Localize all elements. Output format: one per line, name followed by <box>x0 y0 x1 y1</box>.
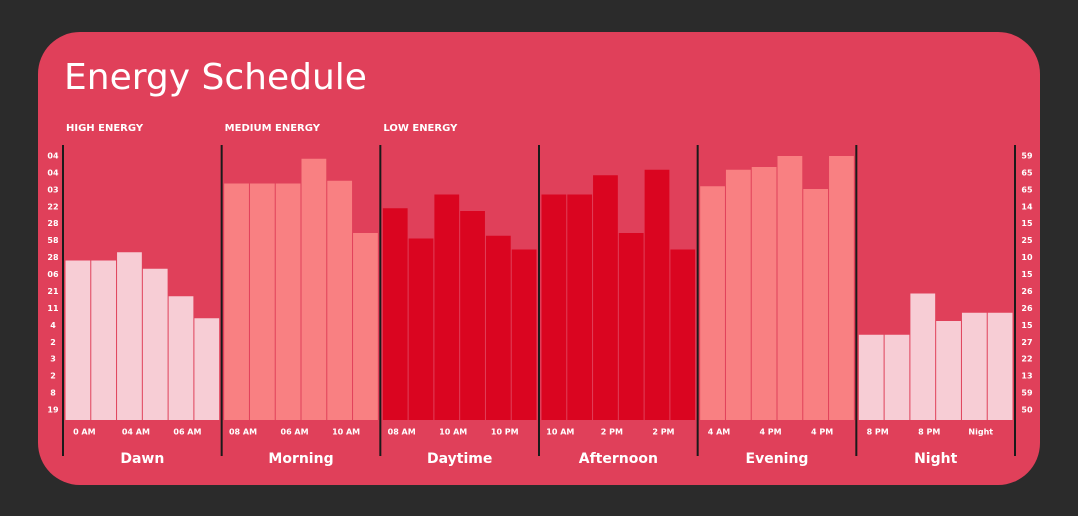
bar <box>777 156 803 420</box>
bar <box>987 312 1013 420</box>
axis-label: 21 <box>47 287 59 296</box>
group-label: Evening <box>746 451 809 467</box>
bar <box>460 211 485 420</box>
axis-label: 50 <box>1021 406 1033 415</box>
bar <box>803 189 829 420</box>
axis-label: 13 <box>1021 372 1032 381</box>
bar <box>700 186 725 420</box>
axis-label: 65 <box>1021 185 1033 194</box>
bar <box>858 334 884 420</box>
group-label: Morning <box>268 451 333 467</box>
axis-label: 2 <box>50 372 56 381</box>
axis-label: 11 <box>47 304 59 313</box>
axis-label: 22 <box>47 202 58 211</box>
axis-label: 14 <box>1021 202 1033 211</box>
bar <box>117 252 142 420</box>
axis-label: 06 <box>47 270 59 279</box>
x-tick-label: 10 AM <box>546 428 574 437</box>
group-label: Daytime <box>427 451 492 467</box>
bar <box>301 158 327 420</box>
axis-label: 15 <box>1021 270 1033 279</box>
x-tick-label: Night <box>968 428 993 437</box>
x-tick-label: 04 AM <box>122 428 150 437</box>
axis-label: 10 <box>1021 253 1033 262</box>
bar <box>168 296 194 420</box>
axis-label: 19 <box>47 406 59 415</box>
x-tick-label: 06 AM <box>281 428 309 437</box>
x-tick-label: 8 PM <box>867 428 889 437</box>
bar <box>353 233 378 420</box>
bar <box>434 194 460 420</box>
bar <box>541 194 567 420</box>
axis-label: 8 <box>50 389 56 398</box>
group-label: Dawn <box>120 451 164 467</box>
x-tick-label: 06 AM <box>173 428 201 437</box>
bar <box>829 156 854 420</box>
axis-label: 25 <box>1021 236 1033 245</box>
bar <box>884 334 910 420</box>
bar <box>961 312 987 420</box>
bar <box>593 175 618 420</box>
axis-label: 26 <box>1021 304 1033 313</box>
axis-label: 59 <box>1021 152 1033 161</box>
x-tick-label: 2 PM <box>601 428 623 437</box>
axis-label: 27 <box>1021 338 1032 347</box>
x-tick-label: 10 AM <box>439 428 467 437</box>
bar <box>644 169 670 420</box>
group-label: Afternoon <box>579 451 658 467</box>
group-label: Night <box>914 451 958 467</box>
axis-label: 26 <box>1021 287 1033 296</box>
x-tick-label: 10 PM <box>491 428 519 437</box>
axis-label: 65 <box>1021 168 1033 177</box>
x-tick-label: 0 AM <box>73 428 96 437</box>
axis-label: 3 <box>50 355 56 364</box>
group-header: LOW ENERGY <box>383 123 458 134</box>
bar <box>618 233 644 420</box>
group-header: HIGH ENERGY <box>66 123 144 134</box>
bar <box>567 194 593 420</box>
bar <box>194 318 220 420</box>
axis-label: 15 <box>1021 321 1033 330</box>
bar <box>725 169 751 420</box>
axis-label: 59 <box>1021 389 1033 398</box>
axis-label: 04 <box>47 168 59 177</box>
bar <box>751 167 777 420</box>
bar <box>249 183 275 420</box>
group-header: MEDIUM ENERGY <box>225 123 321 134</box>
bar <box>91 260 117 420</box>
x-tick-label: 4 PM <box>811 428 833 437</box>
x-tick-label: 08 AM <box>388 428 416 437</box>
bar <box>327 180 353 420</box>
axis-label: 03 <box>47 185 58 194</box>
axis-label: 22 <box>1021 355 1032 364</box>
bar <box>485 235 511 420</box>
bar <box>65 260 91 420</box>
bar <box>275 183 301 420</box>
chart-title: Energy Schedule <box>64 57 367 98</box>
bar <box>670 249 696 420</box>
x-tick-label: 4 AM <box>708 428 731 437</box>
x-tick-label: 08 AM <box>229 428 257 437</box>
axis-label: 4 <box>50 321 56 330</box>
axis-label: 2 <box>50 338 56 347</box>
x-tick-label: 10 AM <box>332 428 360 437</box>
axis-label: 28 <box>47 253 59 262</box>
bar <box>382 208 408 420</box>
axis-label: 04 <box>47 152 59 161</box>
axis-label: 28 <box>47 219 59 228</box>
bar <box>511 249 537 420</box>
bar <box>408 238 434 420</box>
x-tick-label: 4 PM <box>759 428 781 437</box>
bar <box>224 183 249 420</box>
bar <box>142 268 168 420</box>
axis-label: 58 <box>47 236 59 245</box>
x-tick-label: 8 PM <box>918 428 940 437</box>
bar <box>936 321 961 420</box>
x-tick-label: 2 PM <box>652 428 674 437</box>
bar <box>910 293 936 420</box>
axis-label: 15 <box>1021 219 1033 228</box>
